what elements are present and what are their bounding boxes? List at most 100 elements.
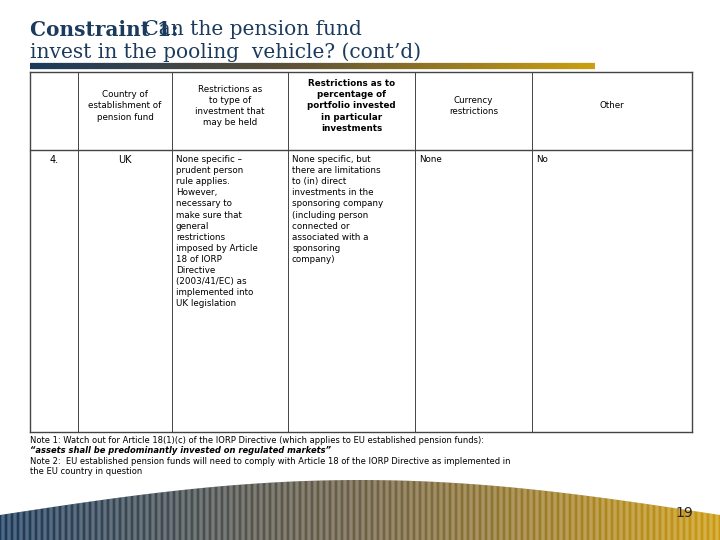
Polygon shape [89, 502, 90, 540]
Polygon shape [22, 511, 23, 540]
Polygon shape [43, 508, 45, 540]
Polygon shape [414, 481, 415, 540]
Polygon shape [240, 484, 241, 540]
Polygon shape [94, 501, 95, 540]
Polygon shape [142, 495, 143, 540]
Polygon shape [667, 507, 668, 540]
Polygon shape [250, 484, 251, 540]
Polygon shape [166, 492, 167, 540]
Polygon shape [403, 481, 405, 540]
Polygon shape [13, 513, 14, 540]
Polygon shape [48, 508, 49, 540]
Polygon shape [97, 501, 99, 540]
Polygon shape [78, 503, 79, 540]
Polygon shape [235, 485, 236, 540]
Polygon shape [535, 490, 536, 540]
Polygon shape [301, 481, 302, 540]
Polygon shape [594, 497, 595, 540]
Polygon shape [283, 482, 284, 540]
Polygon shape [563, 493, 564, 540]
Polygon shape [410, 481, 412, 540]
Polygon shape [96, 501, 97, 540]
Polygon shape [140, 495, 142, 540]
Polygon shape [716, 515, 718, 540]
Polygon shape [709, 514, 711, 540]
Polygon shape [450, 483, 451, 540]
Polygon shape [665, 507, 666, 540]
Polygon shape [600, 497, 601, 540]
Polygon shape [45, 508, 47, 540]
Polygon shape [178, 490, 179, 540]
Polygon shape [685, 510, 686, 540]
Polygon shape [272, 482, 274, 540]
Polygon shape [126, 497, 127, 540]
Polygon shape [431, 482, 432, 540]
Polygon shape [220, 486, 221, 540]
Polygon shape [582, 495, 583, 540]
Polygon shape [241, 484, 243, 540]
Polygon shape [672, 508, 673, 540]
Polygon shape [49, 508, 50, 540]
Polygon shape [671, 508, 672, 540]
Polygon shape [319, 481, 320, 540]
Polygon shape [719, 515, 720, 540]
Polygon shape [396, 481, 397, 540]
Polygon shape [438, 482, 439, 540]
Text: Constraint 1:: Constraint 1: [30, 20, 179, 40]
Polygon shape [365, 480, 366, 540]
Polygon shape [432, 482, 433, 540]
Polygon shape [407, 481, 408, 540]
Polygon shape [261, 483, 263, 540]
Polygon shape [544, 491, 545, 540]
Polygon shape [379, 480, 380, 540]
Polygon shape [380, 480, 382, 540]
Polygon shape [207, 487, 209, 540]
Polygon shape [639, 503, 641, 540]
Polygon shape [353, 480, 354, 540]
Polygon shape [59, 506, 60, 540]
Polygon shape [649, 504, 650, 540]
Polygon shape [160, 492, 161, 540]
Polygon shape [505, 487, 506, 540]
Polygon shape [539, 490, 540, 540]
Polygon shape [306, 481, 307, 540]
Polygon shape [659, 506, 660, 540]
Polygon shape [558, 492, 559, 540]
Polygon shape [428, 482, 430, 540]
Polygon shape [328, 480, 329, 540]
Polygon shape [661, 506, 662, 540]
Polygon shape [714, 514, 715, 540]
Polygon shape [511, 487, 513, 540]
Text: Can the pension fund: Can the pension fund [137, 20, 362, 39]
Polygon shape [502, 487, 503, 540]
Polygon shape [385, 480, 387, 540]
Polygon shape [329, 480, 330, 540]
Polygon shape [104, 500, 106, 540]
Text: No: No [536, 155, 548, 164]
Text: the EU country in question: the EU country in question [30, 467, 143, 476]
Polygon shape [500, 487, 502, 540]
Polygon shape [445, 482, 446, 540]
Polygon shape [684, 510, 685, 540]
Polygon shape [498, 486, 499, 540]
Polygon shape [696, 511, 697, 540]
Polygon shape [418, 481, 419, 540]
Polygon shape [19, 512, 20, 540]
Polygon shape [258, 483, 259, 540]
Polygon shape [157, 492, 158, 540]
Polygon shape [127, 496, 128, 540]
Polygon shape [679, 509, 680, 540]
Polygon shape [274, 482, 275, 540]
Polygon shape [595, 497, 596, 540]
Polygon shape [598, 497, 599, 540]
Polygon shape [528, 489, 529, 540]
Polygon shape [533, 489, 534, 540]
Polygon shape [479, 484, 480, 540]
Polygon shape [601, 498, 603, 540]
Polygon shape [354, 480, 355, 540]
Polygon shape [484, 485, 485, 540]
Polygon shape [239, 485, 240, 540]
Polygon shape [292, 482, 293, 540]
Polygon shape [552, 491, 553, 540]
Polygon shape [577, 495, 578, 540]
